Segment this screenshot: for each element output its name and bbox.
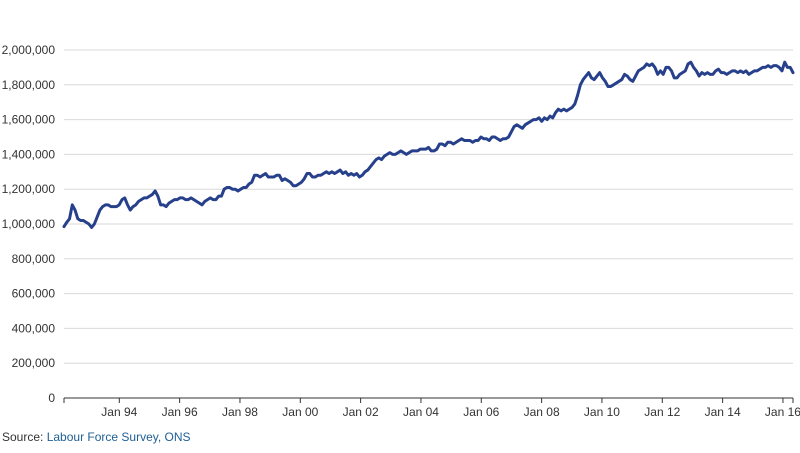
source-link[interactable]: Labour Force Survey, ONS: [46, 430, 191, 444]
y-axis-tick-labels: 0 200,000 400,000 600,000 800,000 1,000,000 1,…: [2, 43, 56, 405]
y-tick-label: 1,200,000: [2, 182, 56, 196]
y-tick-label: 600,000: [12, 287, 56, 301]
y-tick-label: 1,800,000: [2, 78, 56, 92]
series-line: [62, 60, 795, 229]
source-prefix: Source:: [2, 430, 47, 444]
x-tick-label: Jan 10: [584, 405, 620, 419]
y-tick-label: 800,000: [12, 252, 56, 266]
y-tick-label: 1,400,000: [2, 147, 56, 161]
x-tick-label: Jan 16: [765, 405, 800, 419]
x-tick-label: Jan 00: [282, 405, 318, 419]
x-axis-ticks: Jan 94 Jan 96 Jan 98 Jan 00 Jan 02 Jan 04 Jan …: [63, 398, 800, 419]
source-note: Source: Labour Force Survey, ONS: [2, 430, 191, 444]
x-tick-label: Jan 12: [644, 405, 680, 419]
x-tick-label: Jan 96: [162, 405, 198, 419]
x-tick-label: Jan 08: [524, 405, 560, 419]
x-tick-label: Jan 06: [463, 405, 499, 419]
line-chart: 0 200,000 400,000 600,000 800,000 1,000,000 1,…: [2, 43, 800, 419]
x-tick-label: Jan 04: [403, 405, 439, 419]
y-tick-label: 1,000,000: [2, 217, 56, 231]
x-tick-label: Jan 98: [222, 405, 258, 419]
y-tick-label: 0: [48, 391, 55, 405]
y-tick-label: 200,000: [12, 356, 56, 370]
y-tick-label: 2,000,000: [2, 43, 56, 57]
y-tick-label: 1,600,000: [2, 113, 56, 127]
x-tick-label: Jan 02: [343, 405, 379, 419]
y-tick-label: 400,000: [12, 321, 56, 335]
x-tick-label: Jan 94: [101, 405, 137, 419]
grid-lines: [64, 49, 793, 364]
x-tick-label: Jan 14: [705, 405, 741, 419]
